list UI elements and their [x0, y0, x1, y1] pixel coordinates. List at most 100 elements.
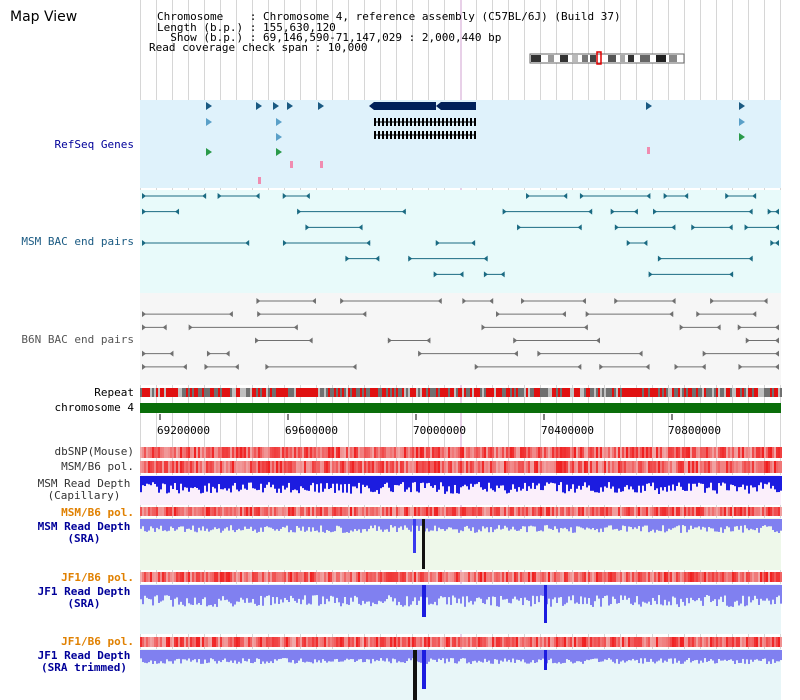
repeat-segment [772, 388, 774, 397]
jf1-b6-pol-cell-2 [614, 637, 616, 647]
msm-depth-cap-bar [744, 476, 746, 490]
dbsnp-cell [402, 447, 404, 458]
msm-b6-pol-cell [356, 461, 358, 473]
repeat-segment [594, 388, 596, 397]
msm-depth-cap-bar [250, 476, 252, 483]
jf1-depth-trim-bar [174, 650, 176, 661]
msm-depth-cap-bar [336, 476, 338, 484]
msm-depth-cap-bar [586, 476, 588, 488]
jf1-b6-pol-cell [382, 572, 384, 582]
msm-b6-pol-cell-2 [332, 507, 334, 516]
jf1-depth-trim-bar [232, 650, 234, 663]
jf1-b6-pol-cell-2 [550, 637, 552, 647]
jf1-depth-trim-bar [756, 650, 758, 660]
jf1-b6-pol-cell-2 [528, 637, 530, 647]
jf1-depth-trim-bar [300, 650, 302, 659]
jf1-depth-trim-bar [234, 650, 236, 661]
msm-depth-sra-bar [714, 519, 716, 532]
jf1-b6-pol-cell [604, 572, 606, 582]
msm-depth-cap-bar [320, 476, 322, 484]
jf1-depth-trim-bar [448, 650, 450, 662]
msm-b6-pol-cell-2 [458, 507, 460, 516]
dbsnp-cell [596, 447, 598, 458]
jf1-depth-trim-bar [532, 650, 534, 661]
jf1-b6-pol-cell [572, 572, 574, 582]
msm-b6-pol-cell-2 [704, 507, 706, 516]
dbsnp-cell [370, 447, 372, 458]
exon [474, 131, 476, 139]
msm-b6-pol-cell-2 [668, 507, 670, 516]
jf1-depth-trim-bar [616, 650, 618, 660]
repeat-segment [584, 388, 586, 397]
msm-b6-pol-cell-2 [294, 507, 296, 516]
msm-depth-sra-bar [176, 519, 178, 530]
msm-depth-cap-bar [778, 476, 780, 493]
jf1-depth-trim-bar [152, 650, 154, 664]
msm-depth-sra-bar [242, 519, 244, 531]
jf1-b6-pol-cell-2 [342, 637, 344, 647]
msm-depth-cap-bar [452, 476, 454, 494]
msm-depth-cap-bar [514, 476, 516, 489]
jf1-depth-trim-bar [170, 650, 172, 662]
jf1-b6-pol-cell [678, 572, 680, 582]
msm-depth-cap-bar [724, 476, 726, 484]
jf1-depth-trim-bar [270, 650, 272, 662]
msm-b6-pol-cell-2 [278, 507, 280, 516]
msm-depth-sra-bar [470, 519, 472, 531]
dbsnp-cell [568, 447, 570, 458]
msm-depth-cap-bar [314, 476, 316, 492]
repeat-segment [316, 388, 318, 397]
jf1-depth-sra-bar [682, 585, 684, 602]
jf1-b6-pol-cell [534, 572, 536, 582]
jf1-depth-trim-bar [432, 650, 434, 660]
jf1-depth-sra-bar [302, 585, 304, 600]
jf1-depth-trim-bar [554, 650, 556, 663]
msm-b6-pol-cell [640, 461, 642, 473]
repeat-segment [552, 388, 554, 397]
b6n-bac-pair-end [701, 363, 706, 370]
jf1-b6-pol-cell-2 [502, 637, 504, 647]
msm-b6-pol-cell-2 [316, 507, 318, 516]
repeat-segment [568, 388, 570, 397]
dbsnp-cell [736, 447, 738, 458]
jf1-depth-sra-bar [738, 585, 740, 606]
msm-depth-sra-bar [354, 519, 356, 530]
jf1-depth-trim-bar [768, 650, 770, 662]
msm-depth-sra-bar [298, 519, 300, 528]
jf1-b6-pol-cell [776, 572, 778, 582]
msm-b6-pol-cell-2 [730, 507, 732, 516]
b6n-bac-pair-end [599, 363, 604, 370]
chromosome-ideogram[interactable] [528, 51, 688, 65]
jf1-b6-pol-cell [762, 572, 764, 582]
jf1-depth-trim-bar [244, 650, 246, 661]
msm-depth-cap-bar [222, 476, 224, 490]
jf1-depth-trim-bar [724, 650, 726, 660]
msm-b6-pol-cell [724, 461, 726, 473]
msm-depth-sra-bar [708, 519, 710, 528]
msm-b6-pol-cell [260, 461, 262, 473]
msm-depth-sra-bar [776, 519, 778, 532]
jf1-b6-pol-cell [612, 572, 614, 582]
jf1-b6-pol-cell [444, 572, 446, 582]
repeat-segment [652, 388, 654, 397]
msm-depth-cap-bar [144, 476, 146, 487]
jf1-b6-pol-cell-2 [664, 637, 666, 647]
jf1-b6-pol-cell [488, 572, 490, 582]
jf1-b6-pol-cell-2 [400, 637, 402, 647]
msm-b6-pol-cell [744, 461, 746, 473]
msm-depth-cap-bar [296, 476, 298, 491]
msm-b6-pol-cell-2 [358, 507, 360, 516]
dbsnp-cell [642, 447, 644, 458]
repeat-segment [638, 388, 640, 397]
b6n-bac-pair-end [474, 363, 479, 370]
jf1-depth-trim-bar [396, 650, 398, 663]
msm-depth-sra-bar [572, 519, 574, 533]
msm-depth-cap-bar [658, 476, 660, 494]
jf1-b6-pol-cell [600, 572, 602, 582]
msm-b6-pol-cell-2 [490, 507, 492, 516]
exon [466, 118, 468, 126]
jf1-depth-trim-bar [590, 650, 592, 660]
dbsnp-cell [422, 447, 424, 458]
jf1-b6-pol-cell-2 [590, 637, 592, 647]
